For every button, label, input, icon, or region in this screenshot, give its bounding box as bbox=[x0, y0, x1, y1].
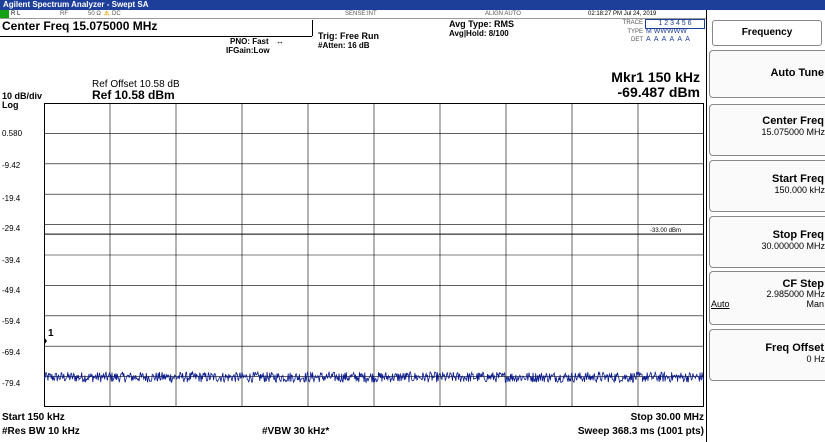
type-values: M WWWWW bbox=[646, 28, 687, 35]
cf-step-auto-option[interactable]: Auto bbox=[711, 299, 730, 309]
y-tick-label: -29.4 bbox=[2, 224, 21, 233]
type-label: TYPE bbox=[627, 29, 643, 35]
softkey-value: 150.000 kHz bbox=[774, 185, 825, 195]
center-freq-readout: Center Freq 15.075000 MHz bbox=[2, 19, 158, 33]
ref-offset: Ref Offset 10.58 dB bbox=[92, 79, 180, 90]
y-tick-label: -49.4 bbox=[2, 286, 21, 295]
header-divider-v bbox=[312, 20, 313, 36]
cf-step-man-option[interactable]: Man bbox=[806, 299, 824, 309]
freq-offset-button[interactable]: Freq Offset 0 Hz bbox=[709, 329, 825, 381]
status-bar: R L RF 50 Ω ⚠ DC SENSE:INT ALIGN AUTO 02… bbox=[0, 10, 706, 19]
softkey-label: Auto Tune bbox=[770, 67, 824, 79]
softkey-label: Start Freq bbox=[772, 173, 824, 185]
y-tick-label: 0.580 bbox=[2, 129, 23, 138]
trig-setting: Trig: Free Run bbox=[318, 31, 380, 41]
menu-title: Frequency bbox=[712, 20, 822, 46]
header-divider bbox=[0, 36, 312, 37]
det-values: A A A A A A bbox=[646, 36, 691, 43]
softkey-value: 15.075000 MHz bbox=[761, 127, 825, 137]
y-tick-label: -79.4 bbox=[2, 379, 21, 388]
softkey-value: 2.985000 MHz bbox=[766, 290, 825, 299]
start-freq-button[interactable]: Start Freq 150.000 kHz bbox=[709, 160, 825, 212]
trace-selector[interactable]: 1 2 3 4 5 6 bbox=[645, 19, 705, 29]
pno-arrow-icon: ↔ bbox=[276, 37, 284, 46]
start-freq-label: Start 150 kHz bbox=[2, 412, 65, 423]
sense-status: SENSE:INT bbox=[345, 11, 377, 17]
vbw-label: #VBW 30 kHz* bbox=[262, 426, 330, 437]
y-tick-label: -9.42 bbox=[2, 161, 21, 170]
align-status: ALIGN AUTO bbox=[485, 11, 521, 17]
limit-line-label: -33.00 dBm bbox=[650, 228, 681, 234]
rl-status: R L bbox=[11, 11, 21, 17]
softkey-label: Stop Freq bbox=[772, 229, 824, 241]
y-tick-label: -69.4 bbox=[2, 348, 21, 357]
softkey-label: Center Freq bbox=[762, 115, 824, 127]
center-freq-button[interactable]: Center Freq 15.075000 MHz bbox=[709, 104, 825, 156]
impedance-status: 50 Ω bbox=[88, 11, 101, 17]
ref-level: Ref 10.58 dBm bbox=[92, 88, 175, 102]
warning-icon: ⚠ bbox=[104, 11, 110, 17]
window-title: Agilent Spectrum Analyzer - Swept SA bbox=[0, 0, 825, 10]
rbw-label: #Res BW 10 kHz bbox=[2, 426, 80, 437]
marker-name: Mkr1 150 kHz bbox=[611, 69, 700, 85]
rl-indicator bbox=[0, 10, 9, 18]
pno-setting: PNO: Fast bbox=[230, 37, 269, 46]
marker-icon[interactable] bbox=[44, 336, 47, 345]
marker-number: 1 bbox=[48, 328, 54, 339]
sweep-label: Sweep 368.3 ms (1001 pts) bbox=[577, 426, 704, 437]
stop-freq-label: Stop 30.00 MHz bbox=[630, 412, 704, 423]
softkey-value: 30.000000 MHz bbox=[761, 241, 825, 251]
atten-setting: #Atten: 16 dB bbox=[318, 41, 370, 50]
spectrum-trace bbox=[44, 370, 704, 384]
ifgain-setting: IFGain:Low bbox=[226, 46, 270, 55]
marker-value: -69.487 dBm bbox=[617, 84, 700, 100]
scale-per-div: 10 dB/div bbox=[2, 91, 43, 101]
cf-step-button[interactable]: CF Step 2.985000 MHz Auto Man bbox=[709, 271, 825, 325]
log-label: Log bbox=[2, 100, 19, 110]
softkey-label: CF Step bbox=[782, 278, 824, 290]
datetime: 02:18:27 PM Jul 24, 2019 bbox=[588, 11, 657, 17]
det-label: DET bbox=[631, 37, 643, 43]
dc-status: DC bbox=[112, 11, 121, 17]
trace-label: TRACE bbox=[622, 20, 643, 26]
avg-hold: Avg|Hold: 8/100 bbox=[449, 29, 509, 38]
rf-status: RF bbox=[60, 11, 68, 17]
softkey-label: Freq Offset bbox=[765, 342, 824, 354]
auto-tune-button[interactable]: Auto Tune bbox=[709, 50, 825, 98]
y-tick-label: -59.4 bbox=[2, 317, 21, 326]
avg-type: Avg Type: RMS bbox=[449, 19, 515, 29]
spectrum-plot[interactable]: -33.00 dBm 1 bbox=[44, 103, 704, 407]
y-tick-label: -39.4 bbox=[2, 256, 21, 265]
y-tick-label: -19.4 bbox=[2, 194, 21, 203]
softkey-value: 0 Hz bbox=[806, 354, 825, 364]
stop-freq-button[interactable]: Stop Freq 30.000000 MHz bbox=[709, 216, 825, 268]
